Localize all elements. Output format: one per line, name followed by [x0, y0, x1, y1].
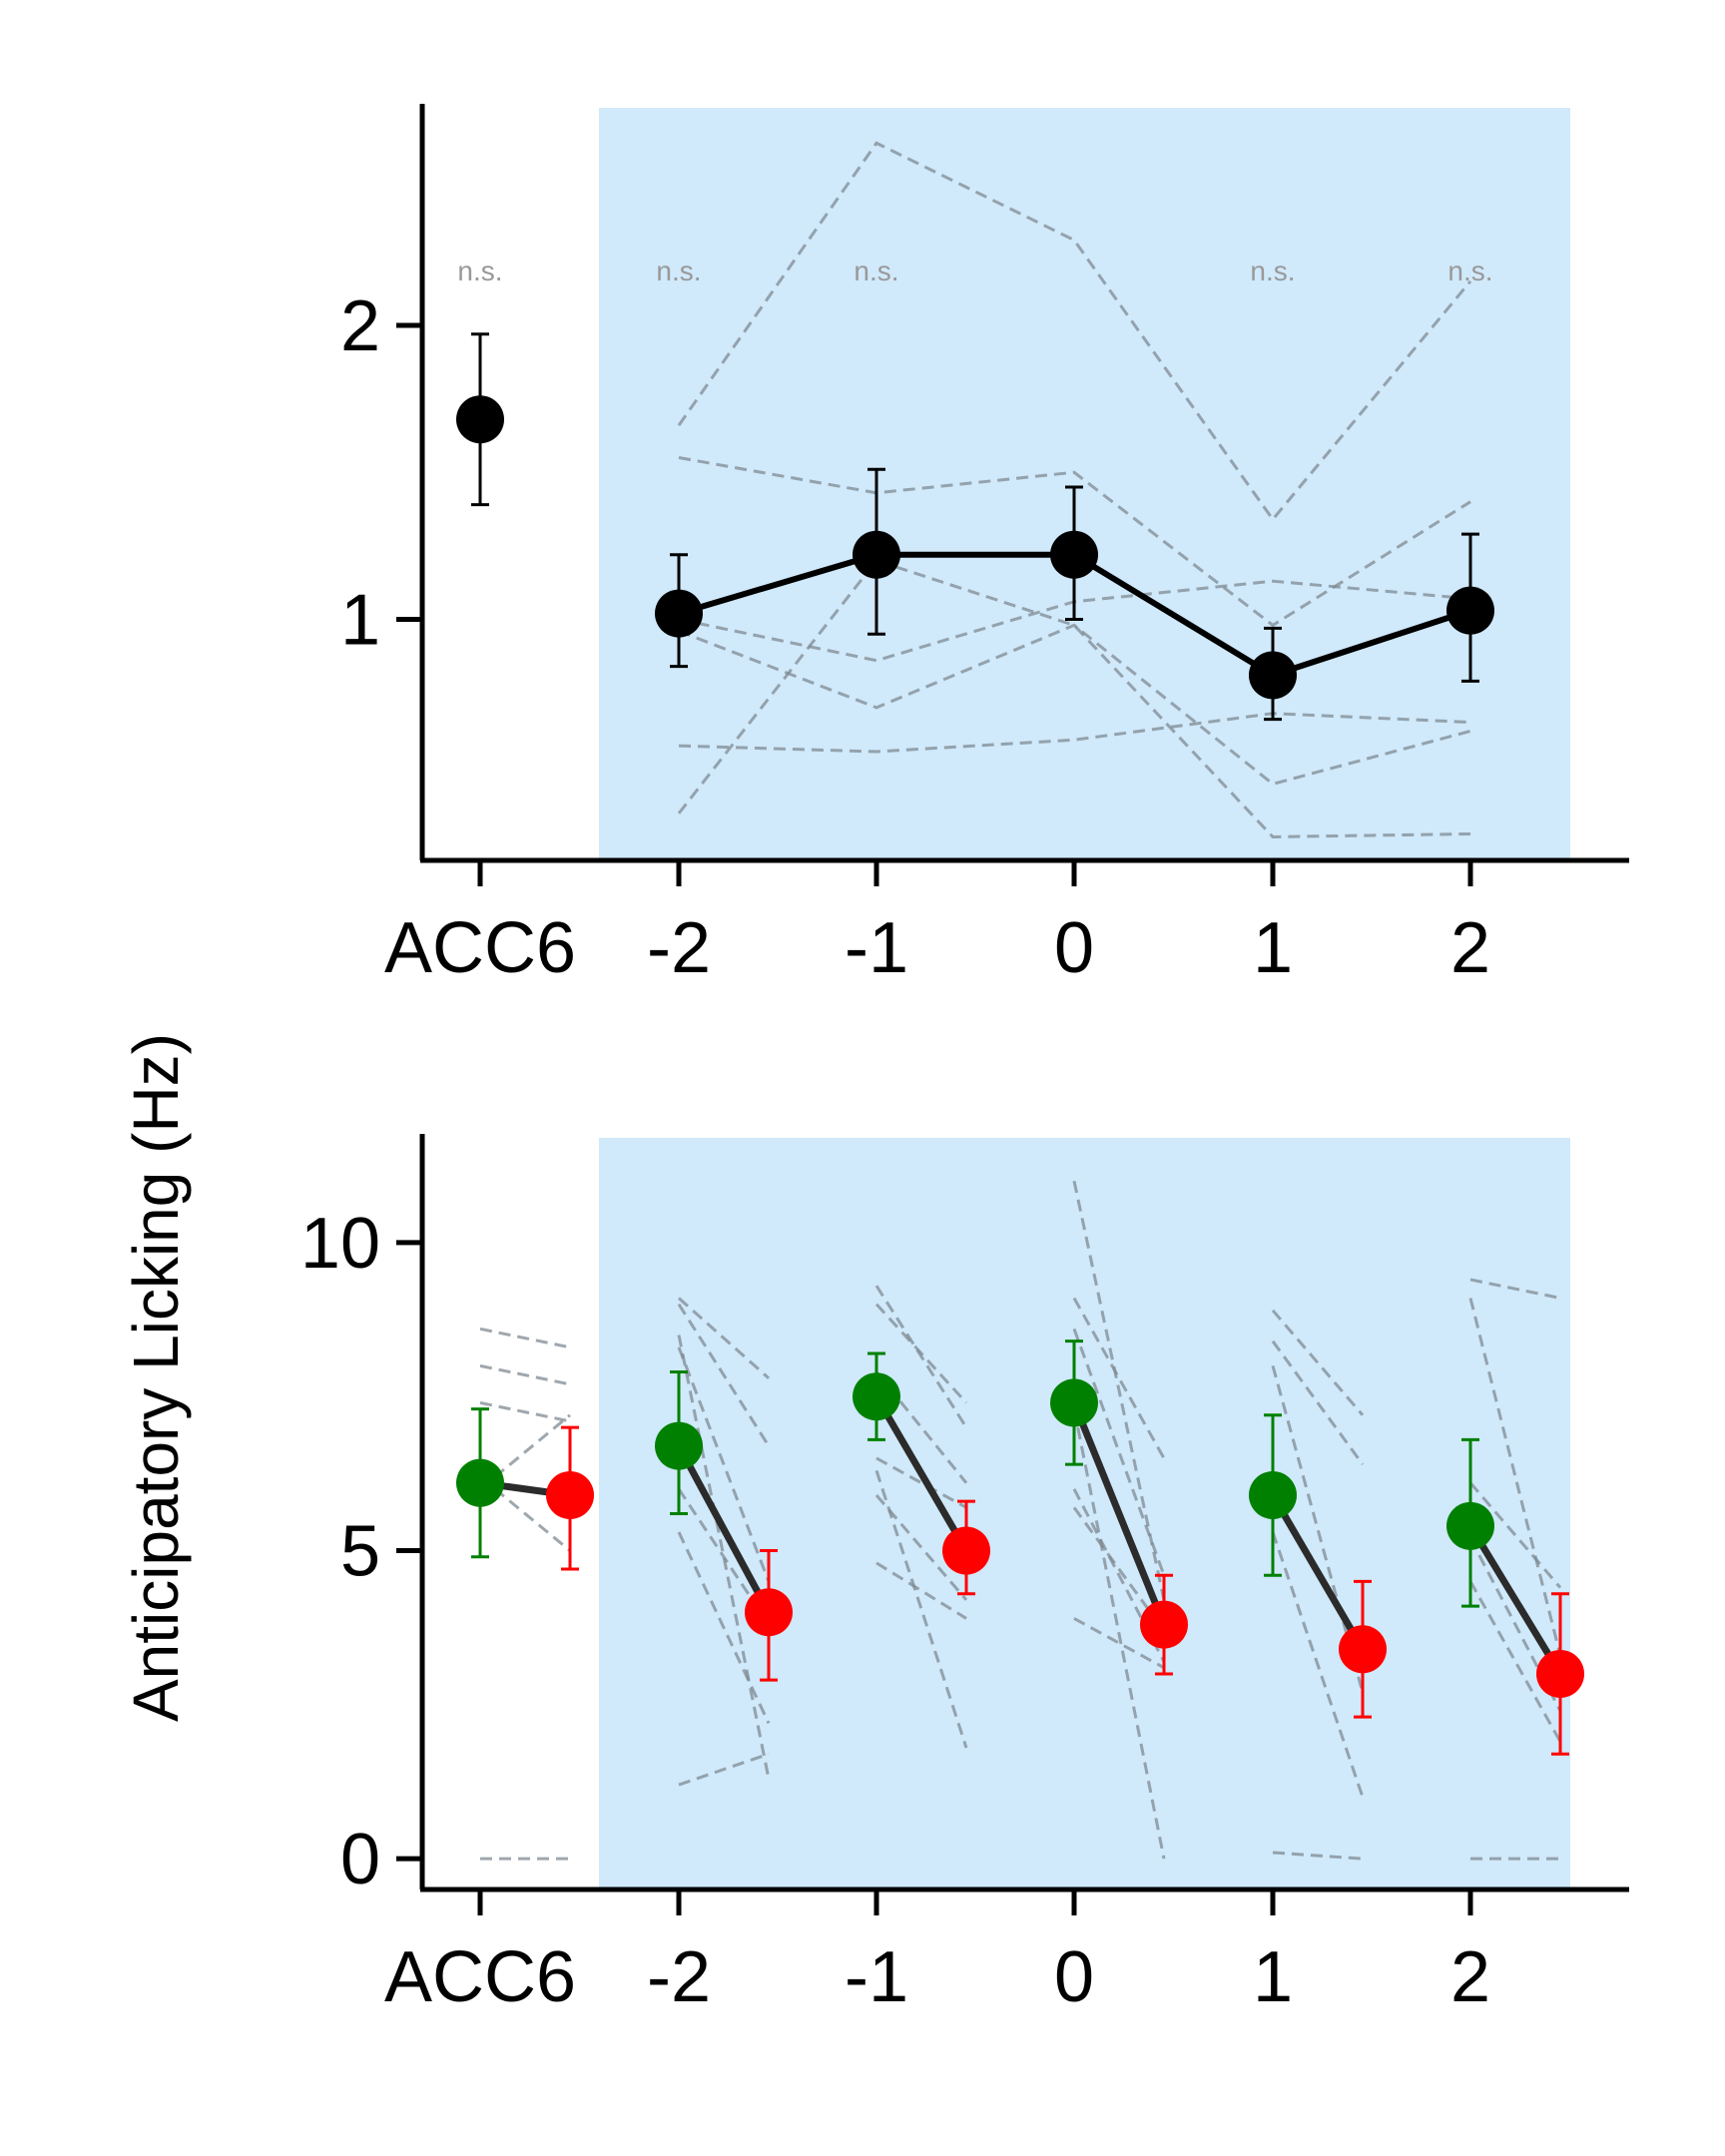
individual-pair-trace [677, 1347, 771, 1582]
individual-pair-trace [1072, 1328, 1166, 1576]
significance-label: n.s. [854, 256, 898, 286]
individual-trace [678, 623, 1471, 787]
individual-pair-trace [1468, 1481, 1562, 1589]
bottom-shaded-region [599, 1138, 1570, 1889]
red-mean-point [1140, 1600, 1188, 1649]
green-mean-point [853, 1372, 900, 1421]
red-mean-point [546, 1470, 594, 1519]
individual-pair-trace [677, 1531, 771, 1724]
baseline-point [456, 395, 504, 444]
top-y-tick-label: 1 [340, 580, 380, 660]
significance-label: n.s. [457, 256, 502, 286]
bottom-panel: ACC6 -2 -1 0 1 2 0 5 10 [300, 1134, 1629, 2017]
individual-pair-trace [479, 1400, 571, 1423]
individual-pair-trace [1072, 1408, 1166, 1860]
pair-connector [1269, 1493, 1367, 1652]
individual-pair-trace [874, 1285, 968, 1428]
individual-pair-trace [874, 1303, 968, 1404]
individual-pair-trace [1271, 1531, 1365, 1798]
pair-connector [1467, 1524, 1563, 1676]
green-mean-point [456, 1458, 504, 1507]
bottom-y-tick-label: 10 [300, 1204, 380, 1284]
individual-pair-trace [875, 1456, 967, 1509]
individual-pair-trace [1072, 1180, 1166, 1601]
pair-connector [872, 1394, 970, 1553]
pair-connector [1070, 1401, 1168, 1626]
top-x-tick-label: 1 [1253, 908, 1293, 988]
bottom-x-tick-label: -2 [647, 1937, 711, 2017]
y-axis-title: Anticipatory Licking (Hz) [120, 1033, 192, 1722]
bottom-x-tick-label: 2 [1450, 1937, 1490, 2017]
bottom-y-tick-label: 0 [340, 1820, 380, 1899]
pair-connector [675, 1443, 773, 1614]
individual-pair-trace [678, 1752, 770, 1787]
individual-pair-trace [1271, 1340, 1365, 1466]
individual-trace [677, 558, 1471, 838]
bottom-x-tick-label: ACC6 [384, 1937, 576, 2017]
individual-pair-trace [479, 1327, 571, 1349]
red-mean-point [745, 1588, 793, 1637]
individual-pair-trace [874, 1469, 968, 1749]
individual-pair-trace [1072, 1506, 1166, 1632]
individual-pair-trace [1469, 1278, 1561, 1300]
top-y-tick-label: 2 [340, 286, 380, 366]
individual-pair-trace [677, 1303, 771, 1447]
individual-trace [677, 141, 1472, 522]
individual-pair-trace [1072, 1297, 1166, 1459]
green-mean-point [1249, 1470, 1297, 1519]
top-x-tick-label: -1 [845, 908, 908, 988]
bottom-x-tick-label: 0 [1054, 1937, 1094, 2017]
bottom-y-tick-label: 5 [340, 1512, 380, 1592]
individual-pair-trace [1468, 1298, 1562, 1656]
mean-point [1050, 530, 1098, 579]
mean-point [853, 530, 900, 579]
mean-point [1249, 651, 1297, 700]
individual-pair-trace [1271, 1309, 1365, 1416]
green-mean-point [1050, 1378, 1098, 1427]
red-mean-point [942, 1526, 990, 1575]
individual-trace [678, 456, 1471, 628]
bottom-x-tick-label: 1 [1253, 1937, 1293, 2017]
red-mean-point [1339, 1625, 1387, 1674]
top-x-tick-label: 0 [1054, 908, 1094, 988]
green-mean-point [1446, 1501, 1494, 1550]
red-mean-point [1536, 1649, 1584, 1698]
individual-pair-trace [1272, 1851, 1364, 1861]
individual-pair-trace [1468, 1580, 1562, 1743]
individual-pair-trace [1073, 1617, 1165, 1670]
top-x-tick-label: -2 [647, 908, 711, 988]
bottom-x-tick-label: -1 [845, 1937, 908, 2017]
significance-label: n.s. [656, 256, 701, 286]
top-x-tick-label: ACC6 [384, 908, 576, 988]
green-mean-point [655, 1421, 703, 1470]
significance-label: n.s. [1250, 256, 1295, 286]
top-x-tick-label: 2 [1450, 908, 1490, 988]
top-shaded-region [599, 108, 1570, 860]
mean-point [655, 589, 703, 638]
individual-pair-trace [678, 1297, 770, 1379]
individual-pair-trace [479, 1363, 571, 1386]
mean-point [1446, 586, 1494, 635]
